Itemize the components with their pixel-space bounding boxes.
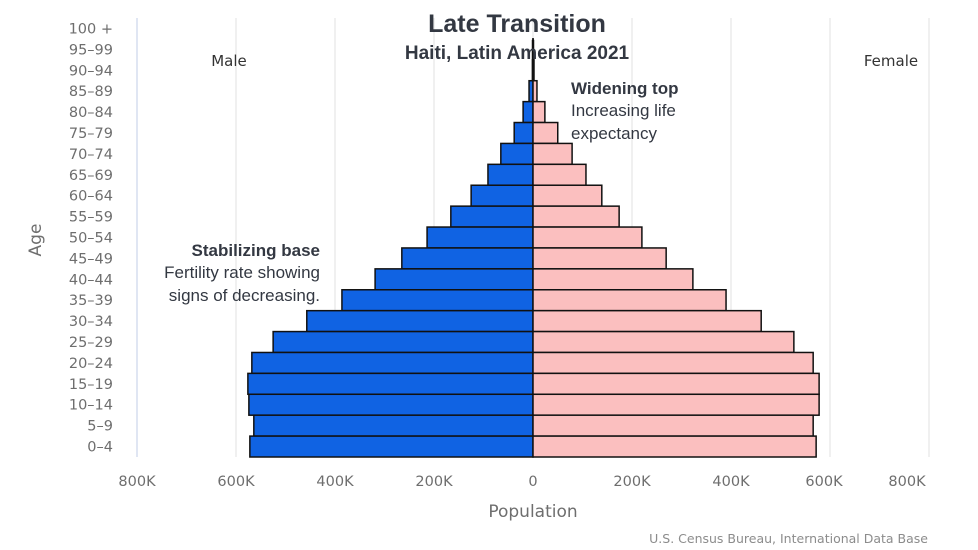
male-bar-0-4	[249, 435, 534, 458]
y-tick-label: 55–59	[69, 210, 113, 226]
y-tick-label: 25–29	[69, 335, 113, 351]
y-tick-label: 60–64	[69, 189, 113, 205]
male-bar-70-74	[500, 142, 534, 166]
y-tick-label: 50–54	[69, 231, 113, 247]
x-tick-label: 200K	[613, 474, 651, 490]
female-bar-55-59	[532, 205, 620, 228]
y-tick-label: 10–14	[69, 398, 113, 414]
male-bar-50-54	[426, 226, 534, 249]
female-bar-75-79	[532, 121, 559, 145]
female-bar-35-39	[532, 289, 727, 312]
bars	[247, 38, 820, 458]
y-tick-label: 100 +	[69, 21, 113, 37]
x-axis-ticks: 800K 600K 400K 200K 0 200K 400K 600K 800K	[118, 474, 926, 490]
annotation-stabilizing-base-line-1: Fertility rate showing	[164, 263, 320, 282]
source-credit: U.S. Census Bureau, International Data B…	[649, 531, 928, 546]
male-bar-30-34	[306, 309, 534, 333]
chart-subtitle: Haiti, Latin America 2021	[405, 43, 630, 64]
male-bar-20-24	[251, 351, 534, 375]
female-bar-5-9	[532, 414, 814, 437]
male-bar-35-39	[341, 289, 534, 312]
annotation-widening-top-line-2: expectancy	[571, 124, 657, 143]
x-tick-label: 800K	[888, 474, 926, 490]
male-bar-25-29	[272, 330, 534, 354]
female-bar-65-69	[532, 163, 587, 186]
x-tick-label: 800K	[118, 474, 156, 490]
male-bar-55-59	[450, 205, 534, 228]
male-bar-10-14	[248, 393, 534, 416]
female-bar-10-14	[532, 393, 820, 416]
male-bar-80-84	[522, 100, 534, 124]
female-bar-30-34	[532, 309, 762, 333]
y-tick-label: 30–34	[69, 314, 113, 330]
y-axis-ticks: 100 + 95–99 90–94 85–89 80–84 75–79 70–74 65–69…	[69, 21, 113, 455]
annotation-widening-top-heading: Widening top	[571, 79, 679, 98]
y-axis-title: Age	[26, 224, 46, 257]
y-tick-label: 45–49	[69, 251, 113, 267]
female-bar-50-54	[532, 226, 643, 249]
x-axis-title: Population	[488, 502, 577, 522]
female-bar-60-64	[532, 184, 603, 207]
chart-title: Late Transition	[428, 10, 606, 38]
female-bar-20-24	[532, 351, 814, 375]
male-bar-60-64	[470, 184, 534, 207]
female-bar-25-29	[532, 330, 795, 354]
male-label: Male	[211, 52, 247, 70]
male-bar-5-9	[253, 414, 534, 437]
female-bar-80-84	[532, 100, 546, 124]
male-bar-65-69	[487, 163, 534, 186]
x-tick-label: 0	[528, 474, 537, 490]
male-bar-15-19	[247, 372, 534, 396]
y-tick-label: 20–24	[69, 356, 113, 372]
x-tick-label: 200K	[415, 474, 453, 490]
male-bar-75-79	[513, 121, 534, 145]
female-bar-40-44	[532, 268, 694, 291]
y-tick-label: 0–4	[87, 440, 113, 456]
y-tick-label: 70–74	[69, 147, 113, 163]
y-tick-label: 75–79	[69, 126, 113, 142]
y-tick-label: 35–39	[69, 293, 113, 309]
x-tick-label: 600K	[805, 474, 843, 490]
male-bar-45-49	[401, 247, 534, 270]
x-tick-label: 400K	[712, 474, 750, 490]
male-bar-40-44	[374, 268, 534, 291]
annotation-stabilizing-base-heading: Stabilizing base	[192, 241, 320, 260]
female-label: Female	[864, 52, 918, 70]
female-bar-0-4	[532, 435, 817, 458]
y-tick-label: 90–94	[69, 63, 113, 79]
female-bar-15-19	[532, 372, 820, 396]
annotation-widening-top-line-1: Increasing life	[571, 101, 676, 120]
y-tick-label: 5–9	[87, 419, 113, 435]
female-bar-70-74	[532, 142, 573, 166]
x-tick-label: 600K	[217, 474, 255, 490]
annotation-stabilizing-base-line-2: signs of decreasing.	[169, 286, 320, 305]
y-tick-label: 65–69	[69, 168, 113, 184]
y-tick-label: 80–84	[69, 105, 113, 121]
x-tick-label: 400K	[316, 474, 354, 490]
y-tick-label: 95–99	[69, 42, 113, 58]
y-tick-label: 85–89	[69, 84, 113, 100]
y-tick-label: 40–44	[69, 272, 113, 288]
female-bar-45-49	[532, 247, 667, 270]
y-tick-label: 15–19	[69, 377, 113, 393]
female-bar-85-89	[532, 79, 538, 103]
